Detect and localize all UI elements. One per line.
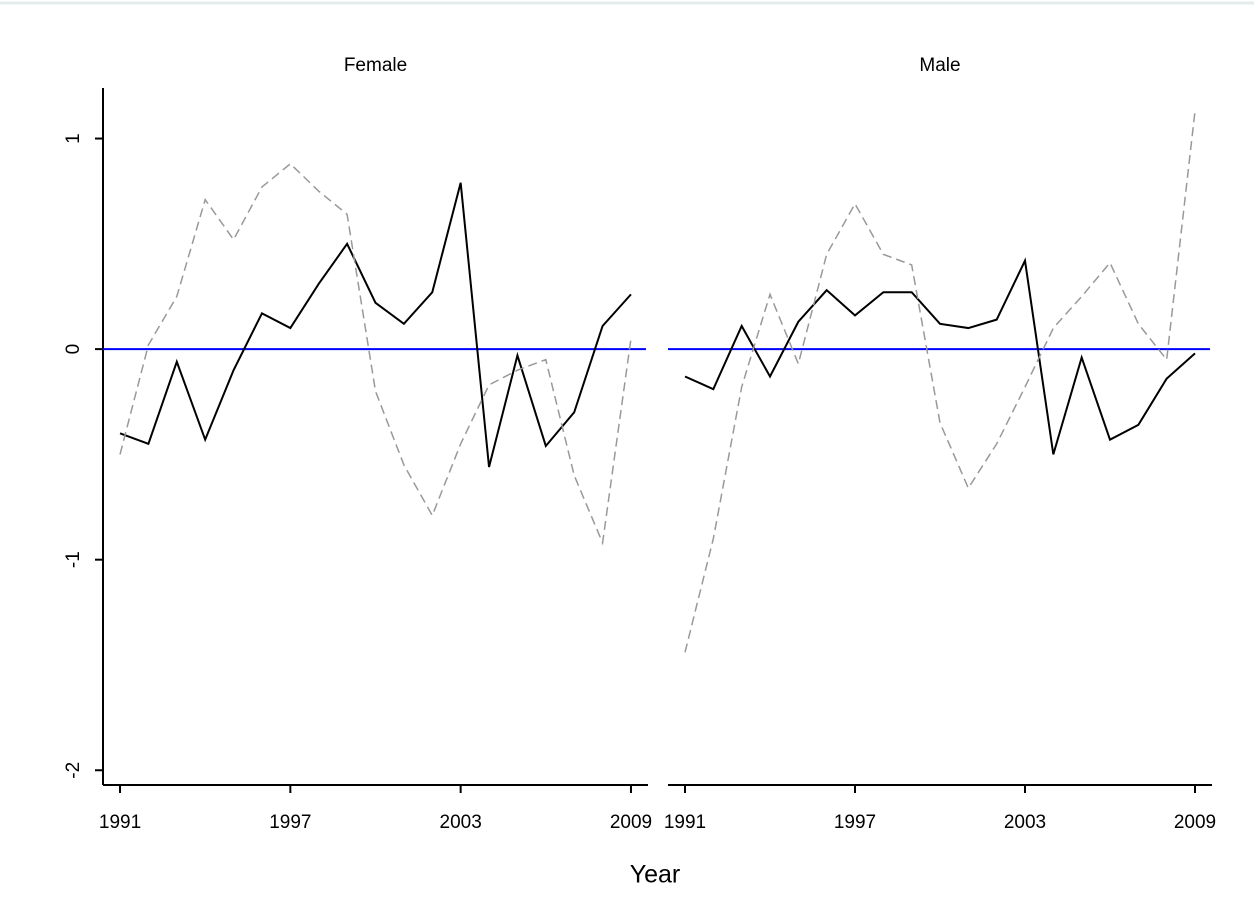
x-tick-label: 1997 bbox=[834, 812, 876, 833]
x-tick-label: 1991 bbox=[99, 812, 141, 833]
y-tick-label: 1 bbox=[63, 133, 84, 144]
x-tick-label: 2009 bbox=[1174, 812, 1216, 833]
panel-title: Female bbox=[344, 55, 407, 76]
x-axis-label: Year bbox=[630, 861, 681, 889]
x-tick-label: 1997 bbox=[269, 812, 311, 833]
y-tick-label: -2 bbox=[63, 762, 84, 779]
series-line bbox=[684, 257, 1196, 455]
y-tick-label: -1 bbox=[63, 551, 84, 568]
series-line bbox=[684, 111, 1196, 653]
series-line bbox=[119, 162, 632, 546]
x-tick-label: 2009 bbox=[610, 812, 652, 833]
panel-title: Male bbox=[919, 55, 960, 76]
x-tick-label: 1991 bbox=[664, 812, 706, 833]
x-tick-label: 2003 bbox=[1004, 812, 1046, 833]
y-tick-label: 0 bbox=[63, 344, 84, 355]
series-line bbox=[119, 182, 632, 468]
x-tick-label: 2003 bbox=[440, 812, 482, 833]
